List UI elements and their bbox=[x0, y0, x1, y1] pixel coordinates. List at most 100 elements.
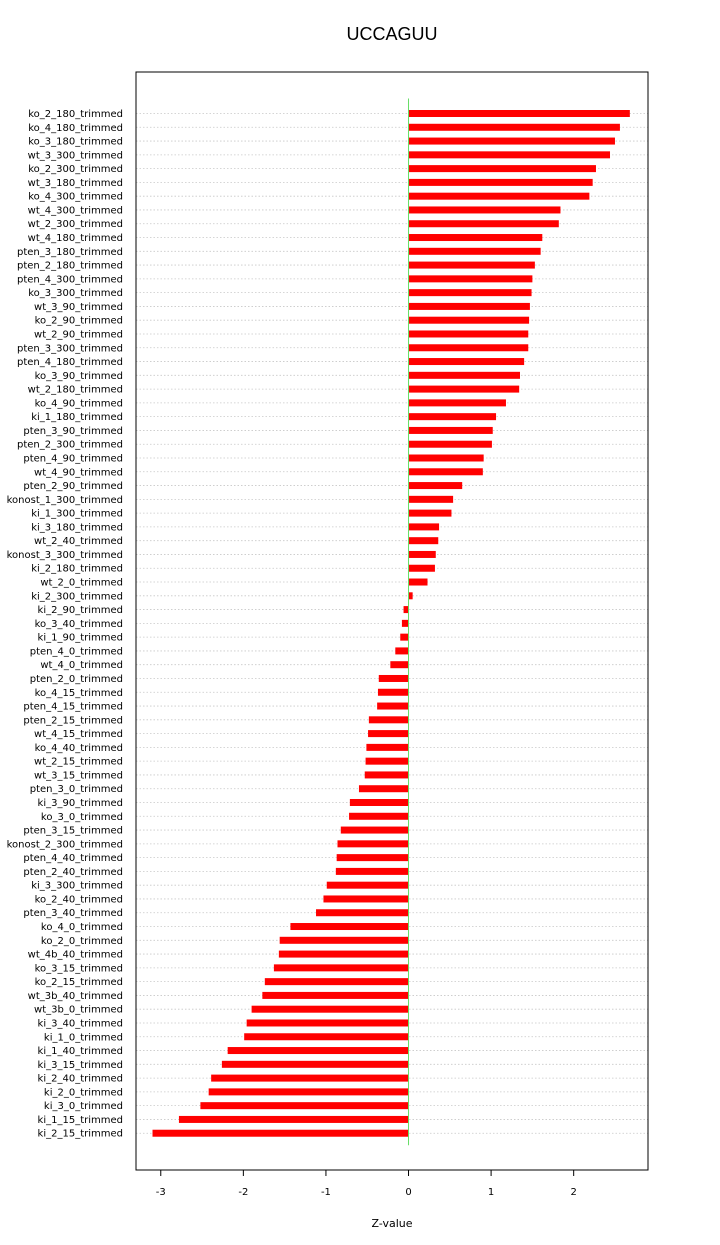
category-label: ki_3_180_trimmed bbox=[31, 522, 123, 533]
category-labels: ko_2_180_trimmed ko_4_180_trimmed ko_3_180… bbox=[7, 109, 123, 1140]
category-label: pten_4_90_trimmed bbox=[23, 454, 123, 465]
category-label: pten_2_180_trimmed bbox=[17, 261, 123, 272]
bar bbox=[390, 661, 409, 669]
bar bbox=[221, 1060, 409, 1068]
category-label: ko_4_90_trimmed bbox=[35, 398, 123, 409]
bar bbox=[358, 785, 409, 793]
bar bbox=[227, 1047, 409, 1055]
bar bbox=[408, 206, 561, 214]
bar bbox=[408, 482, 463, 490]
chart-title: UCCAGUU bbox=[346, 24, 437, 44]
bar bbox=[178, 1115, 409, 1123]
category-label: pten_3_40_trimmed bbox=[23, 908, 123, 919]
category-label: wt_2_0_trimmed bbox=[40, 578, 123, 589]
bar bbox=[408, 178, 593, 186]
category-label: pten_2_0_trimmed bbox=[30, 674, 123, 685]
bar bbox=[408, 344, 529, 352]
bar bbox=[408, 110, 630, 117]
bar bbox=[395, 647, 409, 655]
category-label: pten_4_15_trimmed bbox=[23, 702, 123, 713]
bar bbox=[408, 523, 440, 531]
category-label: ko_2_0_trimmed bbox=[41, 936, 123, 947]
bar bbox=[408, 509, 452, 517]
category-label: ko_3_40_trimmed bbox=[35, 619, 123, 630]
bar bbox=[377, 702, 409, 710]
bar bbox=[208, 1088, 409, 1096]
category-label: ki_3_90_trimmed bbox=[38, 798, 123, 809]
category-label: ko_3_180_trimmed bbox=[28, 137, 123, 148]
bar bbox=[408, 578, 428, 586]
category-label: wt_2_90_trimmed bbox=[34, 329, 123, 340]
bar bbox=[408, 234, 543, 242]
category-label: ki_1_40_trimmed bbox=[38, 1046, 123, 1057]
bar bbox=[400, 633, 409, 641]
bar bbox=[408, 495, 454, 503]
bar bbox=[278, 950, 409, 958]
x-tick-label: 0 bbox=[405, 1187, 411, 1198]
bar bbox=[349, 799, 409, 806]
x-tick-label: -2 bbox=[238, 1187, 248, 1198]
bar bbox=[152, 1129, 409, 1137]
category-label: ko_4_180_trimmed bbox=[28, 123, 123, 134]
x-axis-label: Z-value bbox=[371, 1217, 412, 1230]
bar bbox=[408, 385, 520, 393]
category-label: ki_2_300_trimmed bbox=[31, 591, 123, 602]
bar bbox=[336, 854, 409, 862]
category-label: ko_4_15_trimmed bbox=[35, 688, 123, 699]
category-label: ki_1_90_trimmed bbox=[38, 633, 123, 644]
bar bbox=[408, 440, 492, 448]
bar bbox=[316, 909, 409, 917]
category-label: ki_2_15_trimmed bbox=[38, 1129, 123, 1140]
bar bbox=[264, 978, 409, 986]
bar bbox=[377, 688, 409, 696]
bar bbox=[408, 468, 483, 476]
bar bbox=[408, 454, 484, 462]
category-label: ki_1_300_trimmed bbox=[31, 509, 123, 520]
category-label: pten_3_15_trimmed bbox=[23, 826, 123, 837]
bar bbox=[326, 881, 409, 889]
bar bbox=[408, 537, 439, 545]
category-label: ki_2_0_trimmed bbox=[44, 1087, 123, 1098]
x-tick-label: -3 bbox=[156, 1187, 166, 1198]
bar bbox=[364, 771, 409, 779]
bar bbox=[408, 151, 611, 159]
category-label: pten_4_0_trimmed bbox=[30, 646, 123, 657]
category-label: ki_1_0_trimmed bbox=[44, 1032, 123, 1043]
bar bbox=[408, 137, 615, 145]
bar bbox=[408, 413, 497, 421]
category-label: ko_3_0_trimmed bbox=[41, 812, 123, 823]
bar bbox=[408, 330, 529, 338]
x-axis: -3 -2 -1 0 1 2 bbox=[156, 1170, 577, 1198]
bar bbox=[408, 550, 436, 558]
category-label: ki_2_90_trimmed bbox=[38, 605, 123, 616]
bar bbox=[401, 619, 409, 627]
bar bbox=[408, 564, 435, 572]
bar bbox=[290, 923, 409, 931]
category-label: pten_4_300_trimmed bbox=[17, 274, 123, 285]
bar bbox=[408, 399, 506, 407]
bar bbox=[368, 730, 409, 738]
bar bbox=[211, 1074, 409, 1082]
category-label: pten_4_180_trimmed bbox=[17, 357, 123, 368]
bar bbox=[262, 991, 409, 999]
bar bbox=[337, 840, 409, 848]
category-label: ko_4_40_trimmed bbox=[35, 743, 123, 754]
bar bbox=[408, 289, 532, 297]
category-label: wt_4_90_trimmed bbox=[34, 467, 123, 478]
category-label: wt_2_300_trimmed bbox=[28, 219, 123, 230]
category-label: ki_2_40_trimmed bbox=[38, 1074, 123, 1085]
category-label: konost_3_300_trimmed bbox=[7, 550, 123, 561]
bar bbox=[323, 895, 409, 903]
x-tick-label: -1 bbox=[321, 1187, 331, 1198]
category-label: pten_2_90_trimmed bbox=[23, 481, 123, 492]
category-label: ko_2_40_trimmed bbox=[35, 894, 123, 905]
category-label: wt_3_90_trimmed bbox=[34, 302, 123, 313]
category-label: ko_2_300_trimmed bbox=[28, 164, 123, 175]
x-tick-label: 1 bbox=[488, 1187, 494, 1198]
category-label: wt_3b_40_trimmed bbox=[28, 991, 123, 1002]
bar bbox=[408, 592, 413, 600]
category-label: konost_2_300_trimmed bbox=[7, 839, 123, 850]
bar bbox=[273, 964, 409, 972]
bar bbox=[408, 220, 559, 228]
bar bbox=[408, 316, 530, 324]
